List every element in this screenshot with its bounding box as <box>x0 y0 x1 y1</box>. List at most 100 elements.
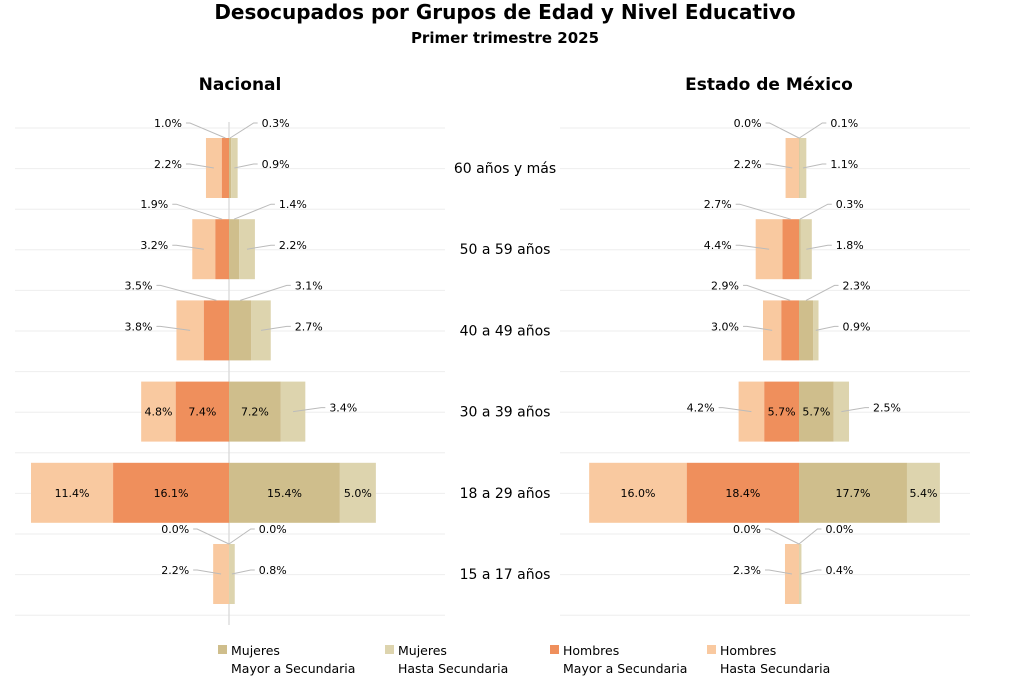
leader-line <box>193 528 230 545</box>
leader-line <box>185 163 214 169</box>
data-label: 3.8% <box>124 320 152 333</box>
data-label: 2.3% <box>733 564 761 577</box>
data-label: 2.2% <box>734 158 762 171</box>
data-label: 0.9% <box>843 320 871 333</box>
category-label: 60 años y más <box>454 161 556 177</box>
leader-line <box>764 569 793 575</box>
leader-line <box>735 244 770 250</box>
leader-line <box>293 407 326 413</box>
data-label: 1.0% <box>154 117 182 130</box>
legend-label: Mayor a Secundaria <box>563 661 687 676</box>
leader-line <box>246 244 275 250</box>
panel-title-estado: Estado de México <box>685 75 853 95</box>
category-label: 40 a 49 años <box>460 323 551 339</box>
data-label: 1.9% <box>140 198 168 211</box>
leader-line <box>764 528 800 545</box>
legend-item-hh: Hombres Hasta Secundaria <box>707 643 830 676</box>
legend-label: Mujeres <box>231 643 280 658</box>
leader-line <box>228 528 255 545</box>
bar-mm <box>799 300 814 361</box>
bar-hh <box>755 219 783 280</box>
data-label: 0.0% <box>259 523 287 536</box>
data-label: 4.8% <box>144 406 172 419</box>
panel-title-nacional: Nacional <box>199 75 282 95</box>
leader-line <box>234 163 258 169</box>
legend-label: Hasta Secundaria <box>720 661 830 676</box>
bar-hh <box>31 462 114 523</box>
legend-item-hm: Hombres Mayor a Secundaria <box>550 643 687 676</box>
category-label: 15 a 17 años <box>460 567 551 583</box>
leader-line <box>240 284 291 301</box>
leader-line <box>800 569 822 575</box>
leader-line <box>233 203 275 220</box>
bar-hm <box>203 300 229 361</box>
bar-hh <box>763 300 782 361</box>
data-label: 17.7% <box>836 487 871 500</box>
leader-line <box>260 325 291 331</box>
category-label: 30 a 39 años <box>460 405 551 421</box>
bar-mh <box>799 138 807 198</box>
data-label: 0.3% <box>262 117 290 130</box>
data-label: 0.0% <box>825 523 853 536</box>
data-label: 2.7% <box>295 320 323 333</box>
leader-line <box>815 325 839 331</box>
bar-mm <box>799 219 801 280</box>
bar-mm <box>229 138 232 198</box>
bar-mh <box>239 219 255 280</box>
legend-swatch <box>385 645 394 654</box>
category-label: 18 a 29 años <box>460 486 551 502</box>
data-label: 0.4% <box>825 564 853 577</box>
bar-hh <box>589 462 687 523</box>
leader-line <box>805 284 839 301</box>
bar-mh <box>800 219 812 280</box>
bar-mm <box>229 462 340 523</box>
data-label: 4.4% <box>704 239 732 252</box>
leader-line <box>765 122 800 139</box>
chart-subtitle: Primer trimestre 2025 <box>411 29 599 47</box>
leader-line <box>743 325 773 331</box>
leader-line <box>841 407 870 413</box>
data-label: 16.1% <box>154 487 189 500</box>
data-label: 5.4% <box>909 487 937 500</box>
bar-hm <box>215 219 229 280</box>
data-label: 0.0% <box>161 523 189 536</box>
data-label: 5.7% <box>802 406 830 419</box>
data-label: 2.2% <box>161 564 189 577</box>
bar-hm <box>113 462 229 523</box>
data-label: 16.0% <box>620 487 655 500</box>
leader-line <box>735 203 791 220</box>
data-label: 5.7% <box>768 406 796 419</box>
bar-mm <box>799 462 907 523</box>
chart-title: Desocupados por Grupos de Edad y Nivel E… <box>214 0 795 24</box>
legend-label: Mayor a Secundaria <box>231 661 355 676</box>
data-label: 18.4% <box>725 487 760 500</box>
bar-mh <box>339 462 376 523</box>
leader-line <box>743 284 791 301</box>
bar-hm <box>686 462 799 523</box>
data-label: 0.3% <box>836 198 864 211</box>
data-label: 1.4% <box>279 198 307 211</box>
leader-line <box>806 244 832 250</box>
leader-line <box>799 122 827 139</box>
data-label: 0.1% <box>830 117 858 130</box>
leader-line <box>172 203 223 220</box>
data-label: 3.4% <box>329 402 357 415</box>
bar-hm <box>781 300 799 361</box>
legend-swatch <box>707 645 716 654</box>
data-label: 2.5% <box>873 402 901 415</box>
bar-hm <box>764 381 799 442</box>
leader-line <box>765 163 793 169</box>
data-label: 11.4% <box>55 487 90 500</box>
leader-line <box>156 325 191 331</box>
data-label: 2.9% <box>711 279 739 292</box>
data-label: 3.5% <box>124 279 152 292</box>
data-label: 5.0% <box>344 487 372 500</box>
legend-label: Mujeres <box>398 643 447 658</box>
legend-swatch <box>550 645 559 654</box>
data-label: 15.4% <box>267 487 302 500</box>
data-label: 2.7% <box>704 198 732 211</box>
data-label: 0.0% <box>733 523 761 536</box>
data-label: 3.2% <box>140 239 168 252</box>
leader-line <box>229 122 258 139</box>
